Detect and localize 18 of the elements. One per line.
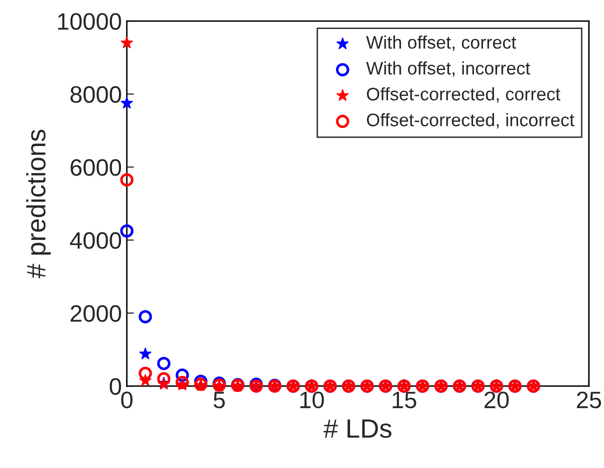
y-axis-title: # predictions	[26, 130, 51, 278]
legend-label: Offset-corrected, correct	[366, 87, 560, 103]
x-axis-title: # LDs	[324, 419, 392, 438]
x-tick-label: 5	[214, 392, 225, 408]
x-tick-label: 10	[300, 392, 324, 408]
legend-label: Offset-corrected, incorrect	[366, 113, 574, 128]
x-tick-label: 20	[484, 392, 509, 408]
legend-label: With offset, incorrect	[366, 61, 530, 77]
y-tick-label: 0	[110, 378, 122, 395]
y-tick-label: 8000	[70, 86, 122, 103]
y-tick-label: 6000	[70, 159, 122, 176]
x-tick-label: 0	[121, 392, 132, 408]
x-tick-label: 25	[576, 392, 602, 408]
y-tick-label: 2000	[70, 305, 122, 322]
y-tick-label: 10000	[58, 13, 122, 30]
legend-label: With offset, correct	[366, 36, 516, 51]
x-tick-label: 15	[392, 392, 416, 408]
y-tick-label: 4000	[70, 232, 122, 249]
